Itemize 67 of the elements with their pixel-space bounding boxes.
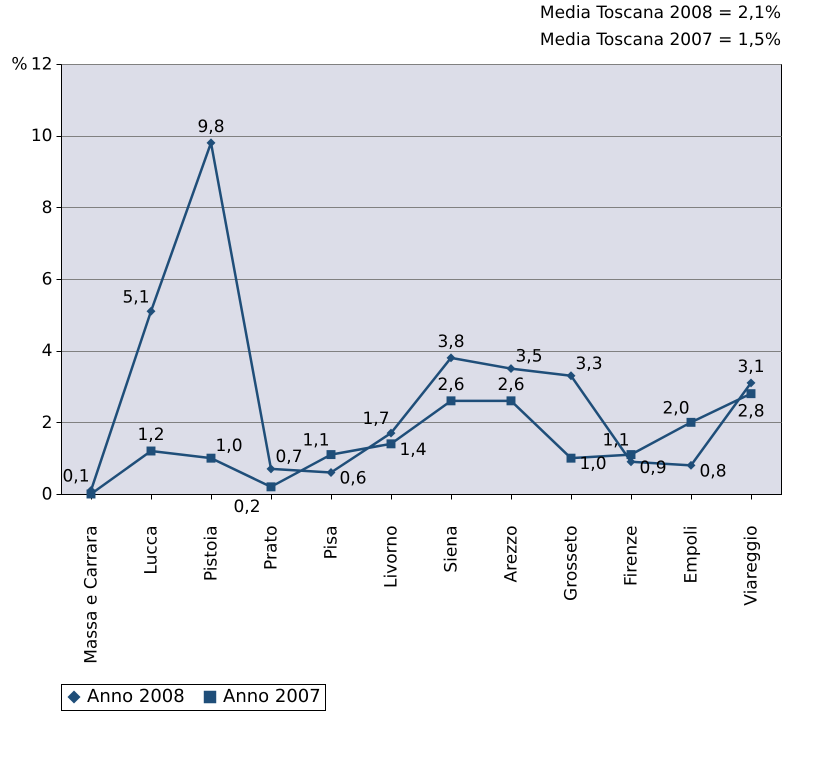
point [626,450,636,460]
point [266,482,276,492]
x-tick-label: Firenze [622,526,642,586]
point [686,418,696,427]
point [146,446,156,456]
data-label: 3,1 [737,356,765,377]
data-label: 9,8 [197,116,225,137]
x-tick-label: Pistoia [202,526,222,582]
y-tick-label: 12 [30,54,52,74]
data-label: 0,7 [275,446,303,467]
data-label: 1,0 [215,436,243,456]
x-tick-label: Arezzo [502,526,522,582]
data-label: 0,2 [233,496,261,517]
data-label: 1,1 [302,430,330,451]
data-label: 2,8 [737,402,765,422]
data-label: 2,0 [662,398,690,418]
x-tick-label: Empoli [682,526,702,584]
point [386,428,396,438]
point [326,450,336,460]
y-tick-label: 6 [42,270,52,290]
data-label: 3,8 [437,332,465,352]
point [326,468,336,477]
point [566,371,576,380]
point [446,396,456,406]
data-label: 0,6 [339,468,367,488]
point [146,306,156,316]
y-axis-title: % [11,54,28,74]
point [566,454,576,463]
data-label: 3,5 [515,346,543,367]
x-tick-label: Pisa [322,526,342,560]
data-label: 5,1 [122,287,150,308]
point [746,378,756,388]
data-label: 2,6 [437,374,465,395]
point [386,439,396,448]
y-tick-label: 8 [42,198,52,218]
y-tick-label: 4 [42,341,52,362]
point [86,490,96,498]
point [446,353,456,362]
data-label: 1,2 [137,425,165,445]
x-tick-label: Livorno [382,526,402,588]
point [506,364,516,374]
text: Media Toscana 2008 = 2,1% [540,3,781,23]
y-tick-label: 2 [42,412,52,433]
x-tick-label: Lucca [142,526,162,575]
data-label: 1,0 [579,454,607,474]
x-tick-label: Prato [262,526,282,570]
data-label: 2,6 [497,374,525,395]
point [506,396,516,406]
x-tick-label: Massa e Carrara [82,526,102,664]
x-tick-label: Grosseto [562,526,582,601]
text: Media Toscana 2007 = 1,5% [540,30,781,50]
point [206,454,216,463]
point [686,460,696,470]
data-label: 0,8 [699,461,727,482]
legend-label: Anno 2007 [223,686,321,707]
legend-label: Anno 2008 [87,686,185,707]
x-tick-label: Siena [442,526,462,573]
point [266,464,276,474]
data-label: 0,1 [62,466,90,486]
x-tick-label: Viareggio [742,526,762,606]
y-tick-label: 0 [42,484,52,504]
point [746,389,756,398]
y-tick-label: 10 [30,126,52,146]
data-label: 3,3 [575,354,603,374]
data-label: 1,4 [399,440,427,460]
data-label: 0,9 [639,458,667,478]
data-label: 1,7 [362,409,390,430]
